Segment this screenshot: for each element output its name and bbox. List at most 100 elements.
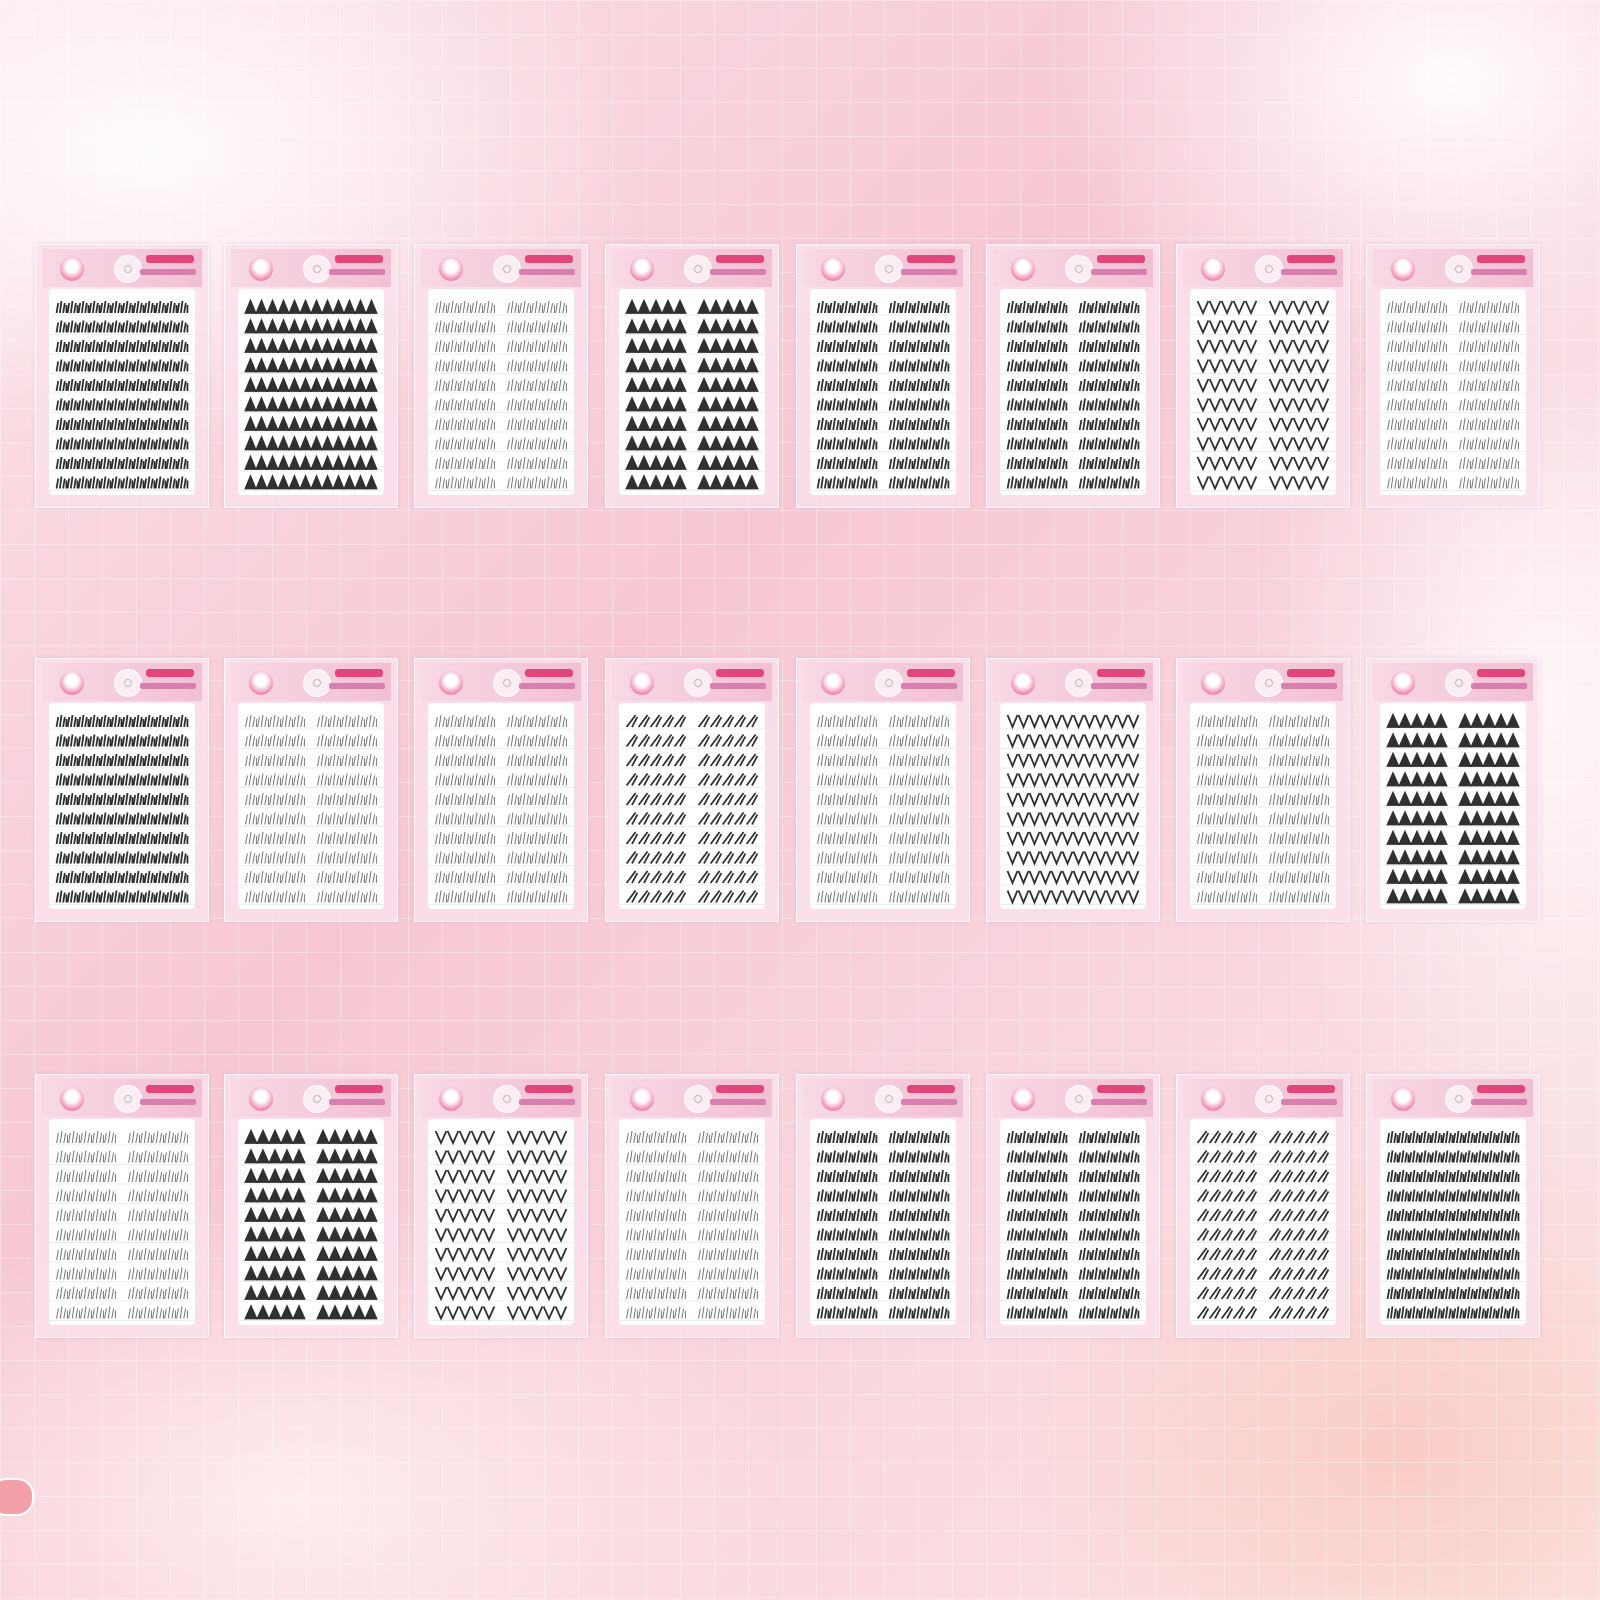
lash-cluster [140,1130,152,1144]
lash-cluster [165,456,178,470]
lash-cluster [721,850,735,865]
lash-cluster [1028,851,1041,866]
lash-cluster [531,378,543,392]
lash-cluster [365,714,377,728]
lash-cluster [1507,476,1519,489]
lash-cluster [1232,1149,1246,1164]
lash-cluster [277,318,290,334]
lash-cluster [673,772,687,787]
lash-cluster [77,812,90,825]
lash-cluster [733,454,747,470]
brand-wordmark [1281,1099,1337,1105]
lash-cluster [1304,1188,1318,1203]
lash-cluster [1292,300,1306,316]
lash-cluster [1208,417,1222,433]
lash-cluster [244,474,257,490]
lash-card [1366,244,1540,508]
lash-cluster [555,792,567,806]
lash-cluster [154,734,167,747]
lash-cluster [257,753,269,767]
lash-cluster [1386,771,1400,787]
lash-cluster [1030,1169,1044,1183]
lash-cluster [506,1130,520,1146]
lash-cluster [152,1306,164,1319]
lash-cluster [1090,1150,1104,1163]
lash-tray [1190,1119,1336,1325]
lash-cluster [507,890,519,903]
lash-cluster [519,870,531,884]
lash-cluster [852,359,866,372]
lash-cluster [1419,1169,1432,1183]
lash-cluster [637,318,651,334]
lash-cluster [661,714,675,728]
lash-cluster [446,1208,460,1224]
lash-cluster [280,1206,294,1222]
nav-pill[interactable] [0,1478,34,1516]
lash-cluster [519,773,531,786]
lash-cluster [709,337,723,353]
lash-card [986,1074,1160,1338]
lash-cluster [165,792,178,806]
lash-cluster [293,792,305,806]
lash-cluster [710,1228,722,1241]
lash-cluster [637,454,651,470]
lash-cluster [1244,1286,1258,1300]
lash-cluster [1116,831,1129,847]
lash-cluster [1102,1150,1116,1163]
lash-cluster [310,454,323,470]
lash-cluster [88,773,101,786]
lash-cluster [1280,1130,1294,1144]
lash-cluster [354,318,367,334]
lash-cluster [1083,851,1096,866]
lash-cluster [1072,890,1085,905]
lash-cluster [1459,359,1471,372]
lash-cluster [104,1228,116,1241]
lash-cluster [459,437,471,450]
lash-cluster [1397,1208,1410,1222]
lash-cluster [1507,1189,1520,1202]
lash-cluster [1232,1188,1246,1203]
lash-cluster [77,437,90,450]
mascot-logo [439,1087,463,1111]
lash-cluster [165,870,178,884]
lash-cluster [554,1228,568,1243]
lash-cluster [281,870,293,884]
lash-cluster [1094,812,1107,827]
lash-cluster [257,714,269,728]
lash-cluster [1463,1267,1476,1280]
lash-cluster [66,476,79,489]
lash-cluster [1245,870,1257,884]
lash-cluster [1054,1228,1068,1241]
lash-cluster [1434,829,1448,845]
lash-cluster [840,1286,854,1300]
lash-cluster [435,339,447,353]
lash-cluster [543,378,555,392]
lash-cluster [1042,1150,1056,1163]
lash-rows [428,1130,574,1321]
lash-cluster [121,359,134,372]
lash-cluster [471,812,483,825]
lash-rows [49,1130,195,1321]
lash-cluster [128,1228,140,1241]
lash-cluster [864,437,878,450]
lash-cluster [697,753,711,767]
lash-cluster [1245,831,1257,845]
lash-cluster [1030,1150,1044,1163]
lash-cluster [292,1245,306,1261]
brand-logo [1477,255,1525,263]
card-header [231,663,391,701]
lash-cluster [104,1286,116,1300]
lash-cluster [1463,1306,1476,1319]
lash-cluster [88,378,101,392]
lash-cluster [889,753,901,767]
lash-cluster [152,1189,164,1202]
lash-cluster [1386,1150,1399,1163]
lash-cluster [310,474,323,490]
lash-cluster [1244,300,1258,316]
lash-cluster [293,812,305,825]
lash-cluster [1494,790,1508,806]
lash-cluster [733,889,747,904]
lash-cluster [924,398,938,411]
lash-cluster [519,831,531,845]
lash-cluster [1028,753,1041,769]
